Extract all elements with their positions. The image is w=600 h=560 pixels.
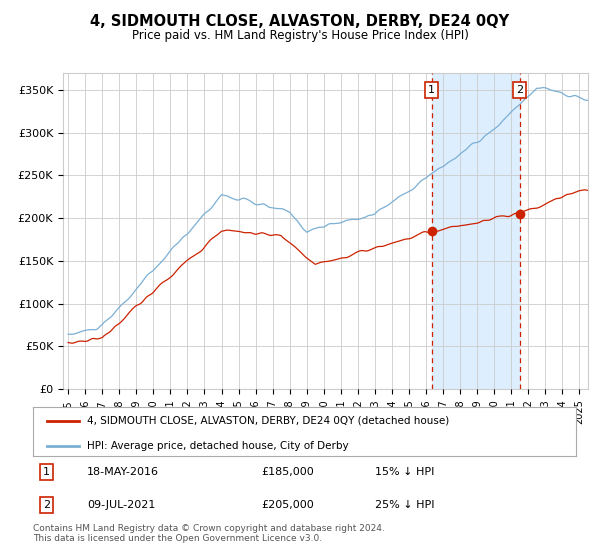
Text: 4, SIDMOUTH CLOSE, ALVASTON, DERBY, DE24 0QY: 4, SIDMOUTH CLOSE, ALVASTON, DERBY, DE24… [91,14,509,29]
Text: HPI: Average price, detached house, City of Derby: HPI: Average price, detached house, City… [88,441,349,451]
Text: 18-MAY-2016: 18-MAY-2016 [88,467,160,477]
Text: 1: 1 [428,85,435,95]
Text: 09-JUL-2021: 09-JUL-2021 [88,500,155,510]
Text: £185,000: £185,000 [261,467,314,477]
Text: 1: 1 [43,467,50,477]
Text: 4, SIDMOUTH CLOSE, ALVASTON, DERBY, DE24 0QY (detached house): 4, SIDMOUTH CLOSE, ALVASTON, DERBY, DE24… [88,416,449,426]
Text: 25% ↓ HPI: 25% ↓ HPI [375,500,434,510]
Text: £205,000: £205,000 [261,500,314,510]
Text: 15% ↓ HPI: 15% ↓ HPI [375,467,434,477]
Text: Contains HM Land Registry data © Crown copyright and database right 2024.
This d: Contains HM Land Registry data © Crown c… [33,524,385,543]
Text: Price paid vs. HM Land Registry's House Price Index (HPI): Price paid vs. HM Land Registry's House … [131,29,469,42]
Text: 2: 2 [516,85,523,95]
Text: 2: 2 [43,500,50,510]
Bar [432,73,520,389]
